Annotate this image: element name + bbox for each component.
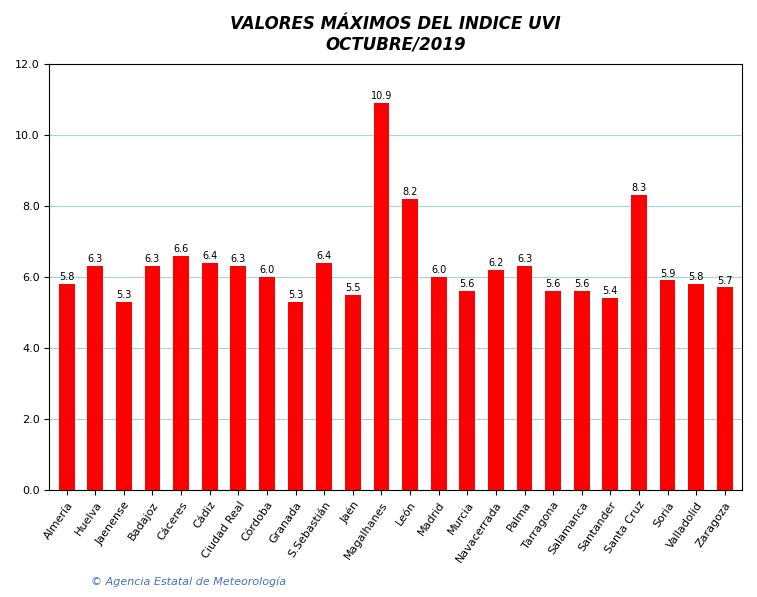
Text: 6.6: 6.6 [173,244,188,254]
Bar [288,301,304,490]
Text: 6.0: 6.0 [260,265,275,275]
Bar [87,266,103,490]
Text: 6.3: 6.3 [145,254,160,264]
Bar [574,291,590,490]
Bar [259,277,275,490]
Text: 6.3: 6.3 [517,254,532,264]
Bar [431,277,447,490]
Text: 10.9: 10.9 [371,91,392,101]
Text: 6.3: 6.3 [231,254,246,264]
Bar [717,288,733,490]
Bar [603,298,618,490]
Text: 5.6: 5.6 [574,279,590,290]
Text: © Agencia Estatal de Meteorología: © Agencia Estatal de Meteorología [91,577,286,587]
Text: 8.2: 8.2 [403,187,418,197]
Bar [402,199,418,490]
Text: 5.9: 5.9 [660,269,675,279]
Text: 6.4: 6.4 [202,251,217,261]
Bar [116,301,132,490]
Bar [516,266,532,490]
Text: 8.3: 8.3 [631,183,646,193]
Bar [316,263,332,490]
Bar [459,291,475,490]
Text: 5.6: 5.6 [459,279,475,290]
Bar [373,103,389,490]
Title: VALORES MÁXIMOS DEL INDICE UVI
OCTUBRE/2019: VALORES MÁXIMOS DEL INDICE UVI OCTUBRE/2… [230,15,561,54]
Text: 5.6: 5.6 [546,279,561,290]
Text: 6.2: 6.2 [488,258,503,268]
Text: 5.8: 5.8 [689,272,704,282]
Text: 6.4: 6.4 [316,251,332,261]
Bar [488,270,503,490]
Bar [631,195,646,490]
Text: 6.0: 6.0 [431,265,447,275]
Text: 5.7: 5.7 [717,276,733,286]
Text: 6.3: 6.3 [88,254,103,264]
Bar [545,291,561,490]
Bar [59,284,74,490]
Bar [688,284,704,490]
Text: 5.3: 5.3 [288,290,304,300]
Bar [202,263,217,490]
Bar [145,266,160,490]
Bar [660,281,675,490]
Bar [230,266,246,490]
Text: 5.5: 5.5 [345,283,360,293]
Bar [345,294,360,490]
Text: 5.3: 5.3 [116,290,132,300]
Text: 5.8: 5.8 [59,272,74,282]
Bar [173,256,189,490]
Text: 5.4: 5.4 [603,287,618,296]
